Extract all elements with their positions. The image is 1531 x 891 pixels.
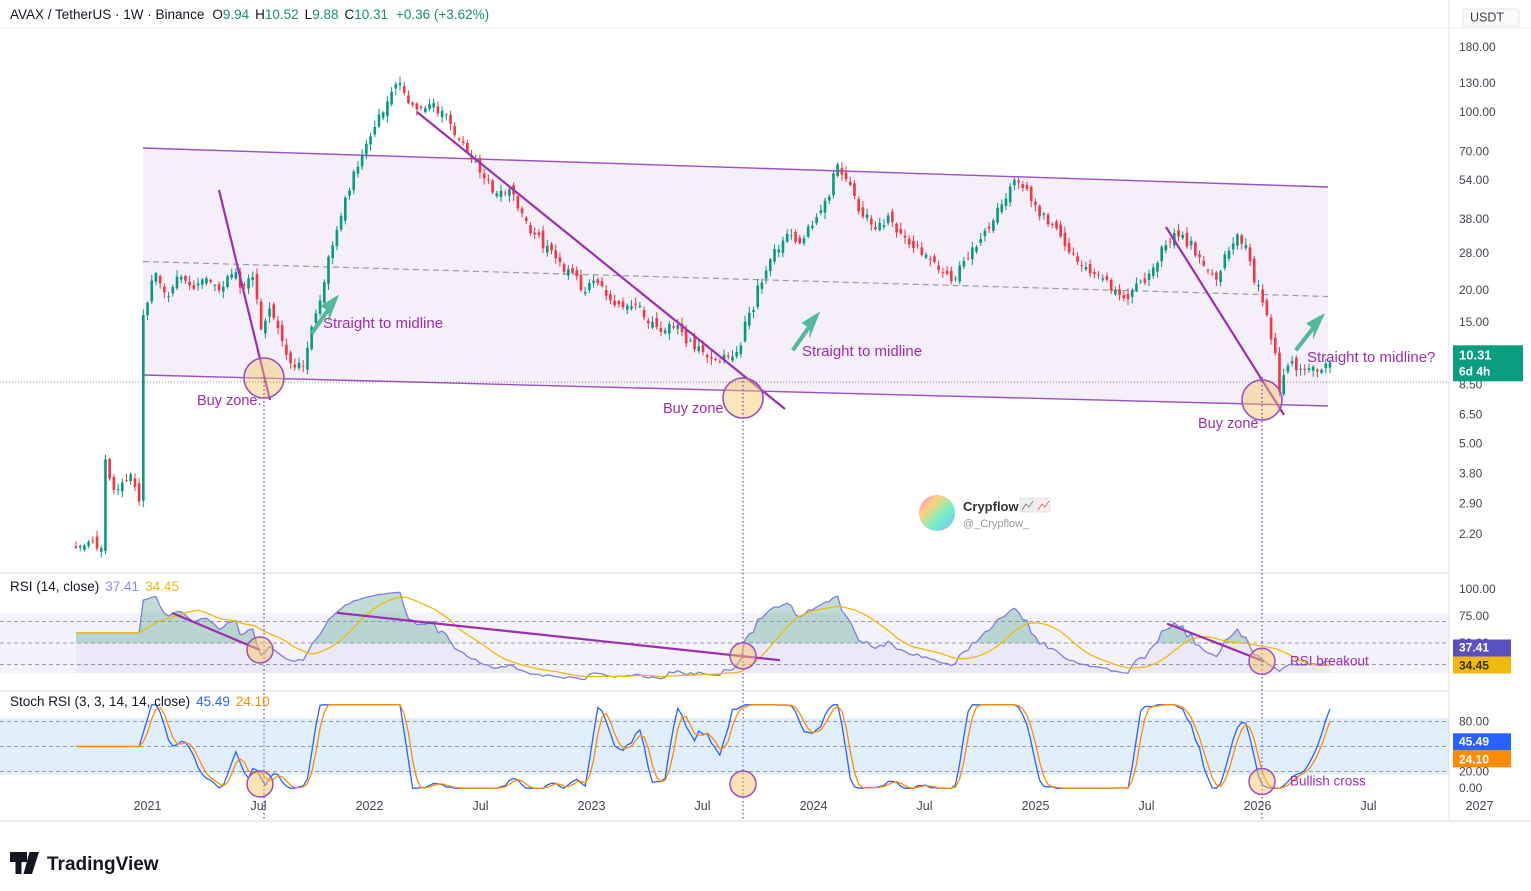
svg-text:Jul: Jul [695,799,711,813]
svg-text:Straight to midline?: Straight to midline? [1307,349,1435,366]
svg-text:180.00: 180.00 [1459,40,1496,54]
svg-text:3.80: 3.80 [1459,467,1483,481]
svg-text:2021: 2021 [134,799,162,813]
svg-text:54.00: 54.00 [1459,173,1489,187]
svg-text:10.31: 10.31 [1459,347,1492,362]
svg-text:Buy zone: Buy zone [1198,416,1258,432]
svg-text:Jul: Jul [1139,799,1155,813]
svg-text:80.00: 80.00 [1459,715,1489,729]
svg-text:2027: 2027 [1466,799,1494,813]
svg-text:@_Crypflow_: @_Crypflow_ [963,518,1030,530]
svg-text:RSI breakout: RSI breakout [1290,653,1369,668]
svg-text:2022: 2022 [356,799,384,813]
svg-text:2.90: 2.90 [1459,497,1483,511]
svg-text:75.00: 75.00 [1459,609,1489,623]
svg-text:24.10: 24.10 [1459,752,1489,766]
svg-text:Bullish cross: Bullish cross [1290,774,1366,789]
svg-text:130.00: 130.00 [1459,76,1496,90]
svg-text:38.00: 38.00 [1459,212,1489,226]
svg-text:20.00: 20.00 [1459,283,1489,297]
svg-text:37.41: 37.41 [1459,641,1489,655]
svg-text:Jul: Jul [1361,799,1377,813]
svg-text:6.50: 6.50 [1459,407,1483,421]
svg-text:Straight to midline: Straight to midline [802,343,922,360]
svg-text:TradingView: TradingView [47,854,159,875]
svg-text:2025: 2025 [1022,799,1050,813]
svg-text:34.45: 34.45 [1459,659,1489,673]
svg-text:2024: 2024 [800,799,828,813]
svg-text:28.00: 28.00 [1459,246,1489,260]
svg-text:Crypflow: Crypflow [963,499,1020,514]
svg-text:Jul: Jul [917,799,933,813]
svg-text:Straight to midline: Straight to midline [323,315,443,332]
svg-text:Jul: Jul [473,799,489,813]
svg-text:USDT: USDT [1470,11,1504,25]
svg-text:6d 4h: 6d 4h [1459,364,1490,378]
svg-text:Jul: Jul [251,799,267,813]
svg-text:Buy zone: Buy zone [663,401,723,417]
svg-text:70.00: 70.00 [1459,144,1489,158]
svg-text:2026: 2026 [1244,799,1272,813]
svg-text:5.00: 5.00 [1459,436,1483,450]
svg-text:0.00: 0.00 [1459,781,1483,795]
svg-text:45.49: 45.49 [1459,734,1489,748]
svg-text:2023: 2023 [578,799,606,813]
svg-text:100.00: 100.00 [1459,582,1496,596]
svg-text:100.00: 100.00 [1459,105,1496,119]
svg-text:15.00: 15.00 [1459,315,1489,329]
svg-text:Buy zone:: Buy zone: [197,393,262,409]
svg-text:2.20: 2.20 [1459,527,1483,541]
